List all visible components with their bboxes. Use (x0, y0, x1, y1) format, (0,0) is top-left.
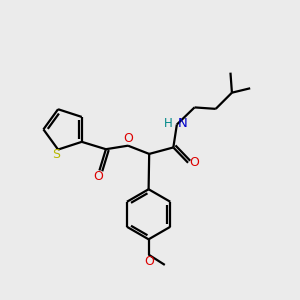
Text: O: O (124, 132, 134, 146)
Text: S: S (52, 148, 60, 161)
Text: N: N (177, 116, 187, 130)
Text: O: O (144, 255, 154, 268)
Text: O: O (93, 170, 103, 183)
Text: O: O (190, 156, 200, 169)
Text: H: H (164, 116, 173, 130)
